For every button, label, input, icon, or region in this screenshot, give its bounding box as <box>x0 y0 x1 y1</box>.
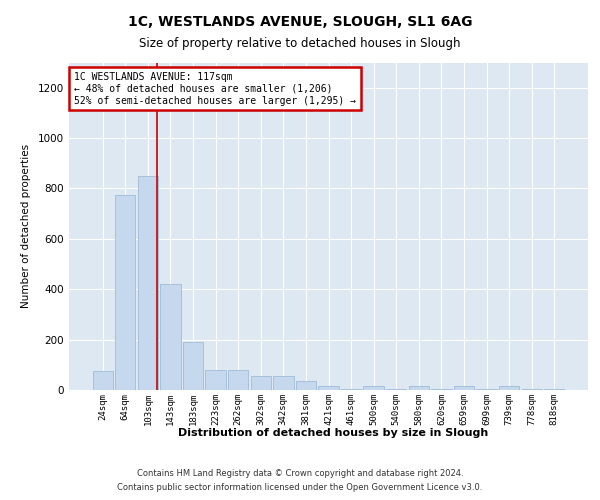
Bar <box>341 388 361 390</box>
Text: 1C WESTLANDS AVENUE: 117sqm
← 48% of detached houses are smaller (1,206)
52% of : 1C WESTLANDS AVENUE: 117sqm ← 48% of det… <box>74 72 356 106</box>
Bar <box>476 388 497 390</box>
Bar <box>251 376 271 390</box>
Bar <box>521 388 542 390</box>
Bar <box>92 371 113 390</box>
Text: Size of property relative to detached houses in Slough: Size of property relative to detached ho… <box>139 38 461 51</box>
Bar <box>544 388 565 390</box>
Bar <box>499 386 519 390</box>
Y-axis label: Number of detached properties: Number of detached properties <box>21 144 31 308</box>
Bar <box>115 195 136 390</box>
Bar <box>205 370 226 390</box>
Text: 1C, WESTLANDS AVENUE, SLOUGH, SL1 6AG: 1C, WESTLANDS AVENUE, SLOUGH, SL1 6AG <box>128 15 472 29</box>
Bar <box>296 381 316 390</box>
Bar <box>319 386 338 390</box>
Bar <box>431 388 452 390</box>
Bar <box>138 176 158 390</box>
Bar <box>273 376 293 390</box>
Bar <box>409 386 429 390</box>
Bar <box>228 370 248 390</box>
Bar <box>183 342 203 390</box>
Bar <box>454 386 474 390</box>
Text: Distribution of detached houses by size in Slough: Distribution of detached houses by size … <box>178 428 488 438</box>
Text: Contains public sector information licensed under the Open Government Licence v3: Contains public sector information licen… <box>118 484 482 492</box>
Bar <box>160 284 181 390</box>
Bar <box>386 388 406 390</box>
Bar <box>364 386 384 390</box>
Text: Contains HM Land Registry data © Crown copyright and database right 2024.: Contains HM Land Registry data © Crown c… <box>137 468 463 477</box>
